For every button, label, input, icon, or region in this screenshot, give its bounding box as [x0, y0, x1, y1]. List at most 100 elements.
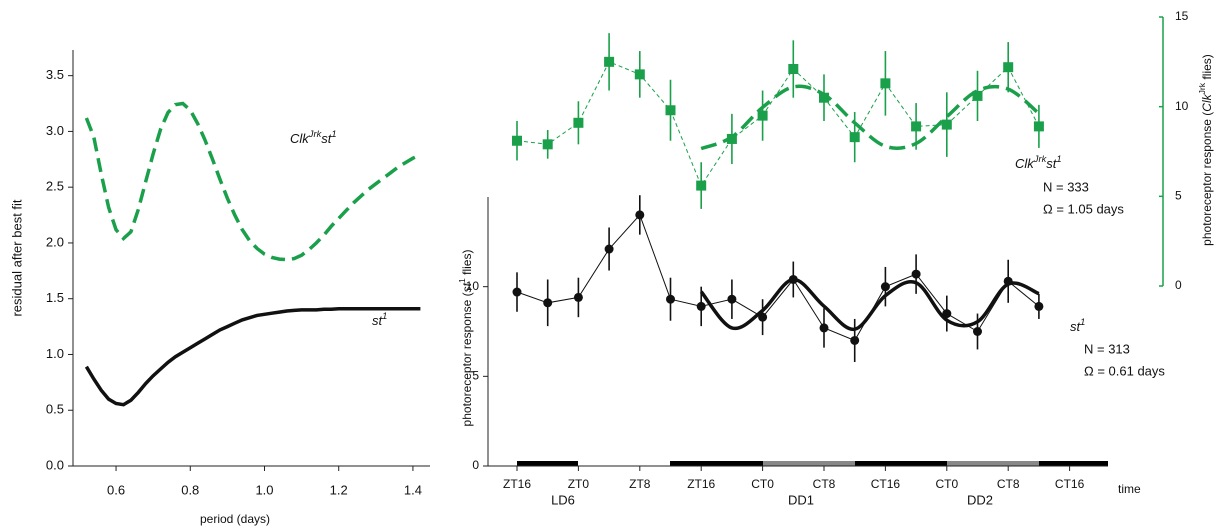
series-label-part: st: [1070, 319, 1082, 334]
y-axis-label: photoreceptor response (st1 flies): [457, 250, 474, 427]
fit-curve: [700, 84, 1041, 151]
marker: [666, 294, 675, 304]
series-label-part: Clk: [290, 131, 310, 146]
x-tick-label: CT16: [1055, 477, 1085, 491]
y-axis-label-part: flies): [460, 250, 474, 279]
x-tick-label: ZT0: [568, 477, 590, 491]
series-label-part: st: [372, 313, 384, 328]
marker: [512, 287, 522, 297]
marker: [942, 309, 952, 319]
marker: [727, 294, 737, 304]
x-axis-label: time: [1118, 482, 1141, 496]
x-tick-label: CT8: [813, 477, 836, 491]
series-label-part: 1: [331, 129, 336, 139]
data-line: [516, 213, 1040, 342]
series-label: st1: [1070, 317, 1085, 334]
marker: [1034, 301, 1044, 311]
marker: [635, 210, 645, 220]
y-axis-label-part: st: [460, 282, 474, 292]
series-label-part: Jrk: [308, 129, 323, 139]
series-label-part: st: [321, 131, 333, 146]
marker: [573, 117, 584, 128]
marker: [543, 298, 553, 308]
series-label-part: st: [1046, 156, 1058, 171]
y2-tick-label: 5: [1175, 189, 1182, 203]
dark-bar: [517, 461, 578, 466]
dark-bar: [855, 461, 947, 466]
marker: [542, 139, 553, 150]
y-axis-label-part: photoreceptor response (: [460, 292, 474, 426]
curve: [84, 101, 422, 262]
series-label-part: 1: [1056, 154, 1061, 164]
dark-bar: [1039, 461, 1108, 466]
x-axis-label: period (days): [200, 512, 270, 526]
marker: [849, 132, 860, 143]
marker: [972, 90, 983, 101]
series-label: st1: [372, 311, 387, 328]
light-dark-bars: [517, 461, 1108, 466]
fit-curve: [699, 277, 1040, 331]
marker: [573, 292, 583, 302]
y-tick-label: 0: [472, 458, 479, 472]
y-axis-label-part: 1: [457, 278, 467, 283]
data-line: [516, 61, 1040, 187]
marker: [1003, 276, 1013, 286]
y-tick-label: 1.5: [46, 290, 64, 305]
series-stat: N = 333: [1043, 179, 1089, 194]
marker: [850, 335, 860, 345]
series-label-part: Jrk: [1033, 154, 1048, 164]
y2-tick-label: 10: [1175, 99, 1189, 113]
y-tick-label: 10: [466, 279, 480, 293]
marker: [665, 105, 676, 116]
y-tick-label: 5: [472, 369, 479, 383]
y2-axis-label-part: Jrk: [1197, 82, 1207, 94]
series-label-part: 1: [382, 311, 387, 321]
group-label: LD6: [551, 492, 575, 507]
y2-axis-label: photoreceptor response (ClkJrk flies): [1197, 54, 1214, 246]
group-label: DD2: [967, 492, 993, 507]
series-stat: Ω = 0.61 days: [1084, 363, 1165, 378]
y2-axis-label-part: flies): [1200, 54, 1214, 83]
marker: [788, 64, 799, 75]
subjective-day-bar: [947, 461, 1039, 466]
marker: [604, 56, 615, 67]
y-tick-label: 2.5: [46, 179, 64, 194]
y-tick-label: 2.0: [46, 234, 64, 249]
y-tick-label: 3.5: [46, 67, 64, 82]
marker: [880, 78, 891, 89]
x-tick-label: 1.2: [330, 482, 348, 497]
marker: [819, 323, 829, 333]
marker: [1003, 62, 1014, 73]
marker: [941, 119, 952, 130]
marker: [758, 312, 768, 322]
subjective-day-bar: [763, 461, 855, 466]
marker: [788, 274, 798, 284]
y2-tick-label: 15: [1175, 9, 1189, 23]
x-tick-label: ZT8: [629, 477, 651, 491]
x-tick-label: CT16: [871, 477, 901, 491]
marker: [634, 69, 645, 80]
y-tick-label: 1.0: [46, 346, 64, 361]
marker: [911, 121, 922, 132]
dark-bar: [670, 461, 763, 466]
x-tick-label: 1.0: [255, 482, 273, 497]
x-tick-label: 1.4: [404, 482, 422, 497]
series-label: ClkJrkst1: [1015, 154, 1062, 171]
curve: [84, 306, 421, 407]
marker: [726, 133, 737, 144]
x-tick-label: ZT16: [687, 477, 715, 491]
x-tick-label: 0.8: [181, 482, 199, 497]
marker: [973, 327, 982, 336]
y-tick-label: 3.0: [46, 123, 64, 138]
x-tick-label: ZT16: [503, 477, 531, 491]
marker: [911, 269, 921, 279]
series-label-part: Clk: [1015, 156, 1035, 171]
marker: [696, 180, 707, 191]
series-stat: Ω = 1.05 days: [1043, 201, 1124, 216]
marker: [604, 244, 614, 254]
x-tick-label: CT0: [935, 477, 958, 491]
y-tick-label: 0.5: [46, 402, 64, 417]
series-stat: N = 313: [1084, 341, 1130, 356]
y-axis-label: residual after best fit: [9, 199, 24, 316]
